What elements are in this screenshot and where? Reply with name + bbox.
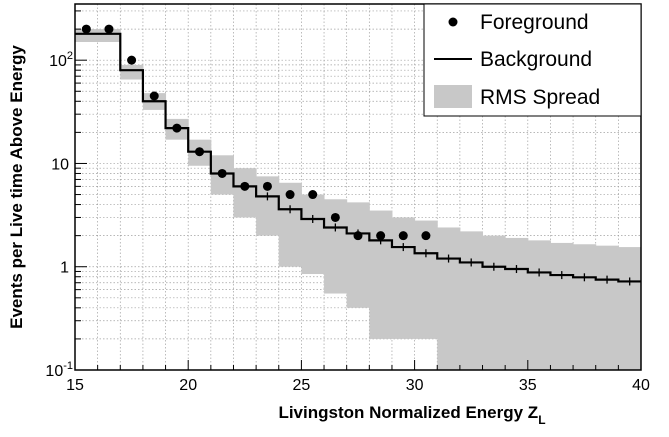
- x-tick-label: 35: [519, 377, 537, 394]
- foreground-point: [104, 24, 114, 34]
- rms-spread-bin: [482, 235, 506, 370]
- rms-spread-bin: [459, 231, 484, 370]
- foreground-points: [81, 24, 431, 241]
- rms-spread-bin: [618, 247, 642, 370]
- x-tick-label: 25: [293, 377, 311, 394]
- foreground-point: [308, 190, 318, 200]
- x-axis-title: Livingston Normalized Energy ZL: [278, 403, 545, 427]
- rms-spread-bin: [505, 237, 529, 370]
- foreground-point: [285, 190, 295, 200]
- rms-spread-bin: [573, 244, 597, 370]
- foreground-point: [240, 181, 250, 191]
- legend-rms-label: RMS Spread: [480, 86, 600, 109]
- rms-spread-bin: [550, 242, 574, 370]
- legend-background-label: Background: [480, 48, 592, 71]
- foreground-point: [217, 168, 227, 178]
- foreground-point: [127, 55, 137, 65]
- rms-spread-bin: [75, 29, 99, 43]
- foreground-point: [262, 181, 272, 191]
- foreground-point: [330, 212, 340, 222]
- foreground-point: [421, 231, 431, 241]
- rms-spread-bin: [346, 202, 370, 308]
- rms-spread-bin: [233, 168, 257, 218]
- x-tick-label: 30: [406, 377, 424, 394]
- y-axis-title: Events per Live time Above Energy: [7, 45, 26, 329]
- y-tick-labels: 10-1 1 10 102: [45, 50, 73, 380]
- foreground-point: [376, 231, 386, 241]
- rms-spread-bin: [256, 176, 280, 236]
- rms-spread-bin: [437, 227, 461, 370]
- rms-spread-band: [75, 29, 642, 370]
- foreground-point: [81, 24, 91, 34]
- foreground-point: [398, 231, 408, 241]
- rms-spread-bin: [595, 245, 619, 370]
- y-tick-label: 1: [60, 260, 69, 277]
- x-tick-label: 20: [179, 377, 197, 394]
- x-tick-label: 40: [632, 377, 650, 394]
- plot-frame: [74, 3, 642, 371]
- foreground-point: [195, 147, 205, 157]
- rms-spread-bin: [414, 220, 438, 339]
- legend-foreground-marker: [448, 17, 458, 27]
- rms-spread-bin: [527, 240, 551, 370]
- rms-spread-bin: [301, 194, 325, 275]
- x-tick-label: 15: [66, 377, 84, 394]
- rms-spread-bin: [97, 29, 121, 43]
- y-tick-label: 102: [49, 50, 73, 70]
- foreground-point: [172, 123, 182, 133]
- axis-ticks: [74, 10, 642, 371]
- legend: Foreground Background RMS Spread: [423, 3, 642, 117]
- rms-spread-bin: [369, 210, 393, 339]
- y-tick-label: 10: [51, 156, 69, 173]
- legend-rms-swatch: [434, 85, 472, 108]
- foreground-point: [353, 231, 363, 241]
- rms-spread-bin: [324, 199, 348, 294]
- background-step-line: [75, 32, 641, 283]
- rms-spread-bin: [120, 64, 144, 80]
- foreground-point: [149, 91, 159, 101]
- rms-spread-bin: [278, 182, 302, 267]
- legend-foreground-label: Foreground: [480, 11, 589, 34]
- x-tick-labels: 15 20 25 30 35 40: [66, 377, 650, 394]
- y-tick-label: 10-1: [45, 360, 73, 380]
